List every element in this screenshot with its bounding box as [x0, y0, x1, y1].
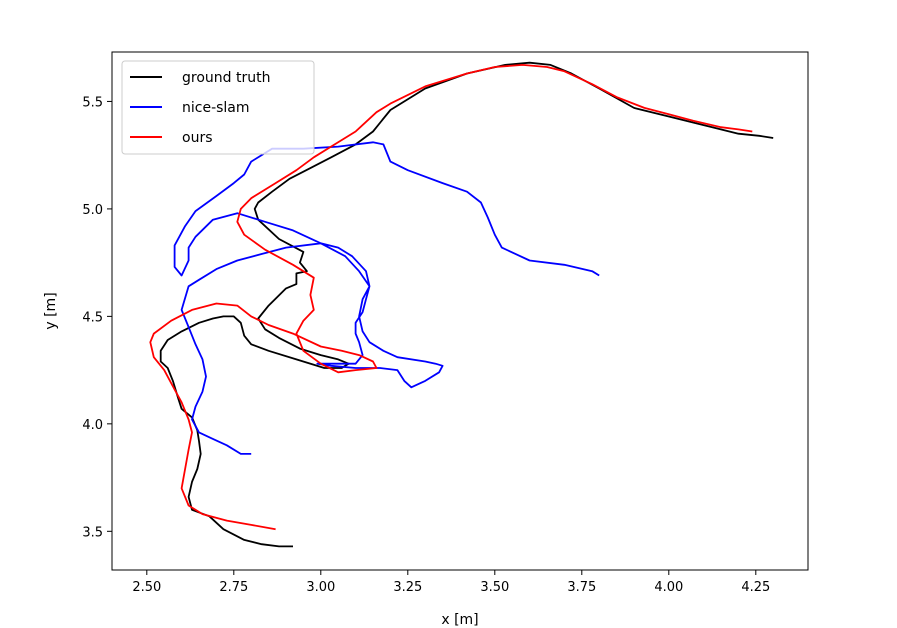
x-tick-label: 4.25 [741, 580, 770, 595]
y-tick-label: 5.0 [82, 203, 103, 218]
x-tick-label: 3.75 [567, 580, 596, 595]
x-tick-label: 2.50 [132, 580, 161, 595]
y-ticks: 3.5 4.0 4.5 5.0 5.5 [82, 95, 112, 540]
x-ticks: 2.50 2.75 3.00 3.25 3.50 3.75 4.00 4.25 [132, 570, 770, 595]
y-tick-label: 3.5 [82, 525, 103, 540]
y-tick-label: 5.5 [82, 95, 103, 110]
x-tick-label: 3.50 [480, 580, 509, 595]
series-line-ours [149, 64, 753, 531]
y-axis-label: y [m] [43, 292, 59, 329]
legend-label: ground truth [182, 70, 270, 86]
series-layer [149, 61, 774, 548]
y-tick-label: 4.0 [82, 418, 103, 433]
axes-frame [111, 51, 809, 571]
x-tick-label: 4.00 [654, 580, 683, 595]
x-axis-label: x [m] [441, 612, 478, 628]
legend-label: ours [182, 130, 213, 146]
series-line-ground-truth [159, 61, 774, 548]
y-tick-label: 4.5 [82, 310, 103, 325]
legend: ground truth nice-slam ours [121, 60, 315, 155]
x-tick-label: 3.00 [306, 580, 335, 595]
series-line-nice-slam [173, 141, 600, 455]
legend-box [121, 60, 315, 155]
x-tick-label: 2.75 [219, 580, 248, 595]
x-tick-label: 3.25 [393, 580, 422, 595]
legend-label: nice-slam [182, 100, 250, 116]
